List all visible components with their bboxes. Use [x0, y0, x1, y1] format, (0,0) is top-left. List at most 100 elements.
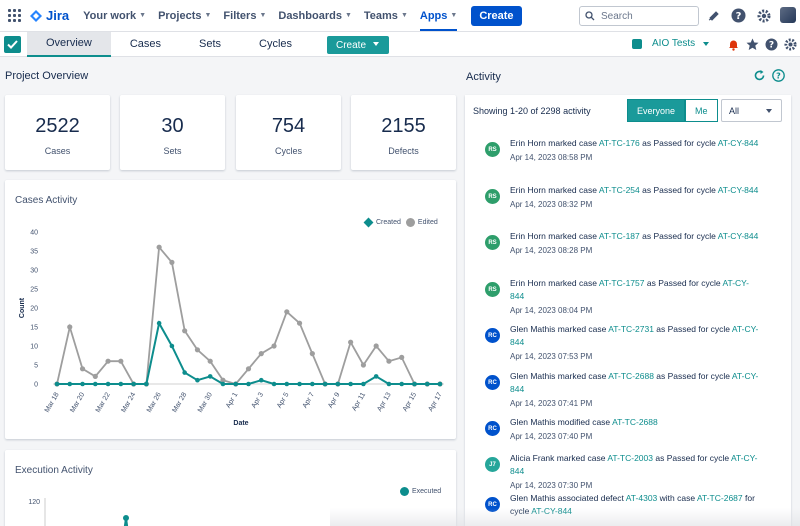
cycle-link[interactable]: AT-CY-844 — [717, 231, 759, 241]
refresh-icon[interactable] — [753, 69, 766, 82]
created-data-point — [67, 381, 73, 387]
help-icon[interactable]: ? — [772, 69, 785, 82]
chevron-down-icon: ▼ — [204, 12, 212, 19]
aio-logo-icon[interactable] — [4, 35, 21, 53]
edited-data-point — [309, 351, 315, 357]
activity-date: Apr 14, 2023 08:32 PM — [510, 200, 593, 209]
y-tick-label: 25 — [30, 287, 38, 294]
page-title: Project Overview — [5, 70, 89, 82]
case-link[interactable]: AT-TC-176 — [598, 138, 640, 148]
cycle-link[interactable]: AT-CY-844 — [717, 185, 759, 195]
help-icon[interactable]: ? — [730, 7, 747, 24]
user-avatar: RS — [485, 189, 500, 204]
edited-data-point — [373, 343, 379, 349]
cycle-link[interactable]: AT-CY-844 — [510, 371, 759, 394]
settings-icon[interactable] — [755, 7, 772, 24]
case-link[interactable]: AT-TC-187 — [598, 231, 640, 241]
nav-apps[interactable]: Apps ▼ — [419, 10, 458, 31]
case-link[interactable]: AT-TC-254 — [598, 185, 640, 195]
nav-projects[interactable]: Projects ▼ — [158, 10, 211, 22]
activity-mid-text: as Passed for cycle — [639, 138, 718, 148]
jira-create-button[interactable]: Create — [471, 5, 522, 26]
case-link[interactable]: AT-TC-2003 — [607, 453, 653, 463]
stat-card-cycles[interactable]: 754 Cycles — [236, 95, 341, 170]
executed-line — [125, 517, 129, 526]
edited-data-point — [92, 373, 98, 379]
created-data-point — [284, 381, 290, 387]
stat-card-cases[interactable]: 2522 Cases — [5, 95, 110, 170]
jira-logo[interactable]: Jira — [30, 8, 69, 23]
tab-cycles[interactable]: Cycles — [259, 38, 293, 50]
cycle-link[interactable]: AT-CY-844 — [510, 453, 758, 476]
x-tick-label: Apr 9 — [327, 391, 341, 409]
user-avatar: RS — [485, 235, 500, 250]
star-icon[interactable] — [745, 37, 759, 51]
tab-sets[interactable]: Sets — [199, 38, 222, 50]
created-data-point — [258, 377, 264, 383]
help-icon[interactable]: ? — [764, 37, 778, 51]
activity-actor-text: Erin Horn marked case — [510, 138, 599, 148]
activity-text: Glen Mathis marked case AT-TC-2731 as Pa… — [510, 323, 760, 363]
nav-your-work[interactable]: Your work ▼ — [83, 10, 146, 22]
created-data-point — [195, 377, 200, 383]
tab-overview[interactable]: Overview — [27, 31, 111, 57]
settings-icon[interactable] — [783, 37, 797, 51]
user-avatar[interactable] — [780, 7, 796, 23]
stat-label: Defects — [388, 146, 419, 156]
user-avatar: RS — [485, 282, 500, 297]
search-input[interactable]: Search — [579, 6, 699, 26]
activity-date: Apr 14, 2023 07:40 PM — [510, 432, 593, 441]
case-link[interactable]: AT-TC-2688 — [612, 417, 658, 427]
activity-text: Glen Mathis modified case AT-TC-2688 Apr … — [510, 416, 760, 443]
tab-cases[interactable]: Cases — [129, 38, 162, 50]
created-data-point — [424, 381, 430, 387]
case-link[interactable]: AT-TC-2688 — [608, 371, 654, 381]
cycle-link[interactable]: AT-TC-2687 — [696, 493, 743, 503]
alert-bell-icon[interactable] — [726, 37, 740, 51]
created-data-point — [399, 381, 405, 387]
case-link[interactable]: AT-TC-1757 — [598, 278, 645, 288]
legend-executed-marker[interactable] — [400, 487, 409, 496]
created-data-point — [220, 381, 226, 387]
toggle-me[interactable]: Me — [685, 99, 718, 122]
activity-date: Apr 14, 2023 08:28 PM — [510, 246, 593, 255]
stat-card-sets[interactable]: 30 Sets — [120, 95, 225, 170]
created-data-point — [246, 381, 251, 387]
activity-mid-text: as Passed for cycle — [653, 371, 732, 381]
app-switcher-icon[interactable] — [8, 8, 22, 23]
cycle-link[interactable]: AT-CY-844 — [510, 324, 759, 347]
aio-create-button[interactable]: Create — [327, 36, 389, 54]
y-tick-label: 40 — [30, 230, 38, 237]
edited-data-point — [118, 358, 124, 364]
stat-card-defects[interactable]: 2155 Defects — [351, 95, 456, 170]
legend-executed-label: Executed — [412, 488, 442, 495]
nav-teams[interactable]: Teams ▼ — [364, 10, 408, 22]
cycle-link[interactable]: AT-CY-844 — [717, 138, 759, 148]
x-tick-label: Mar 18 — [44, 391, 61, 413]
case-link[interactable]: AT-TC-2731 — [608, 324, 654, 334]
legend-edited-marker[interactable] — [405, 218, 415, 227]
y-tick-label: 120 — [28, 499, 40, 506]
created-data-point — [297, 381, 302, 387]
y-tick-label: 30 — [30, 268, 38, 275]
cycle-link[interactable]: AT-CY-844 — [510, 278, 749, 301]
nav-filters[interactable]: Filters ▼ — [223, 10, 266, 22]
created-data-point — [144, 381, 149, 387]
case-link[interactable]: AT-4303 — [625, 493, 658, 503]
edited-data-point — [207, 358, 213, 364]
chevron-down-icon — [766, 109, 772, 113]
activity-text: Erin Horn marked case AT-TC-254 as Passe… — [510, 184, 760, 211]
created-data-point — [207, 374, 213, 379]
nav-dashboards[interactable]: Dashboards ▼ — [278, 10, 352, 22]
notifications-icon[interactable] — [705, 7, 722, 24]
created-data-point — [233, 381, 239, 387]
activity-date: Apr 14, 2023 07:41 PM — [510, 399, 593, 408]
nav-label: Your work — [83, 9, 137, 22]
activity-actor-text: Glen Mathis associated defect — [510, 493, 626, 503]
toggle-everyone[interactable]: Everyone — [627, 99, 686, 122]
project-selector[interactable]: AIO Tests — [632, 38, 710, 49]
created-data-point — [335, 381, 341, 387]
activity-filter-select[interactable]: All — [721, 99, 782, 122]
y-tick-label: 35 — [30, 249, 38, 256]
y-tick-label: 5 — [34, 363, 38, 370]
